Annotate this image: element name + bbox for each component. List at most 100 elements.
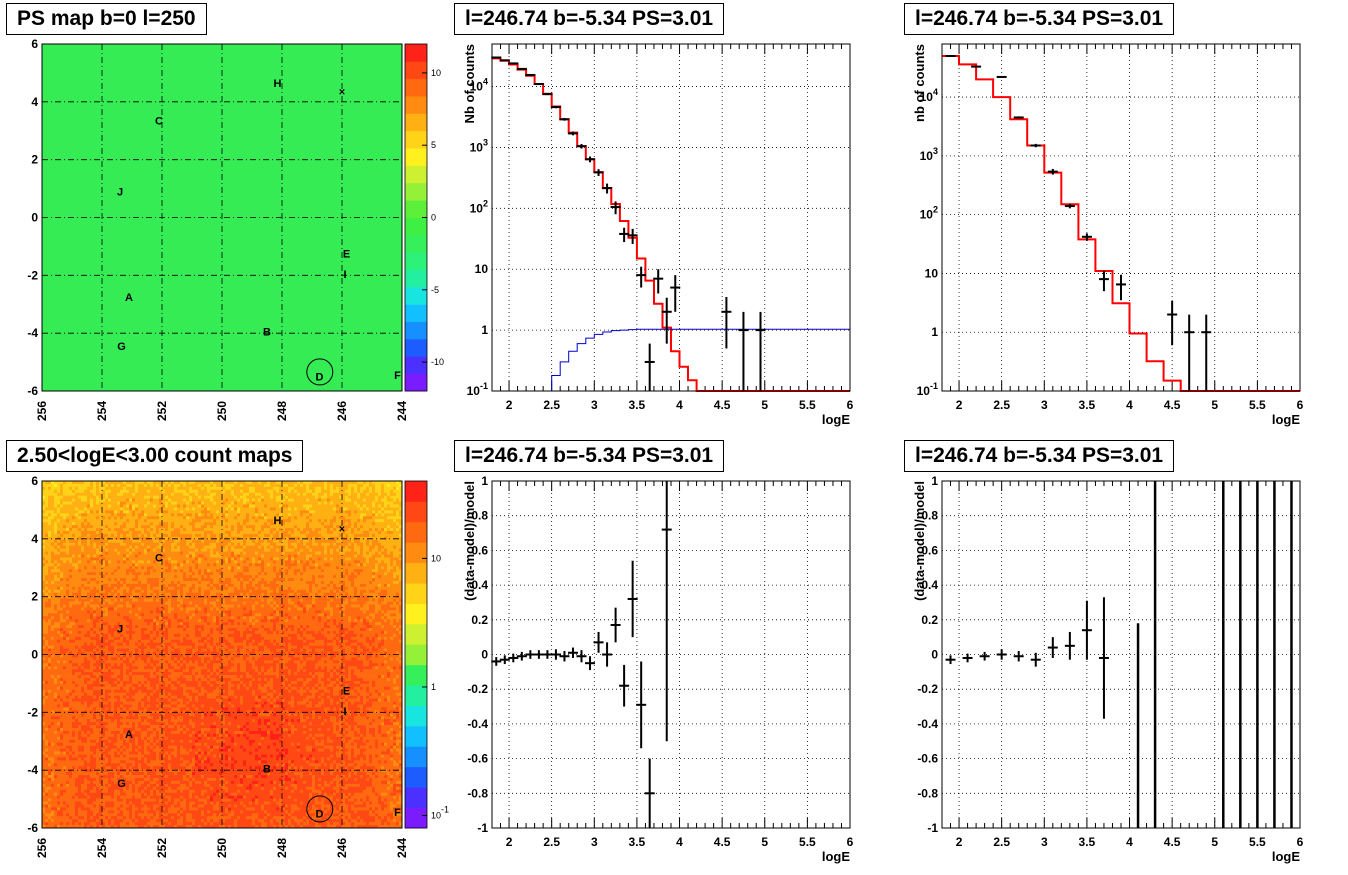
heatmap-cell [42,498,46,502]
heatmap-cell [168,566,172,570]
heatmap-cell [156,516,160,520]
heatmap-cell [243,575,247,579]
heatmap-cell [120,569,124,573]
heatmap-cell [375,551,379,555]
heatmap-cell [183,539,187,544]
heatmap-cell [306,504,310,508]
heatmap-cell [255,557,259,561]
heatmap-cell [168,513,172,517]
heatmap-cell [252,557,256,561]
heatmap-cell [342,572,346,576]
heatmap-cell [345,548,349,552]
heatmap-cell [150,492,154,497]
heatmap-cell [225,528,229,532]
heatmap-cell [345,554,349,558]
heatmap-cell [384,566,388,570]
heatmap-cell [297,542,301,547]
heatmap-cell [285,528,289,532]
heatmap-cell [84,525,88,529]
heatmap-cell [126,545,130,549]
heatmap-cell [369,569,373,573]
heatmap-cell [303,554,307,558]
heatmap-cell [78,531,82,535]
heatmap-cell [48,495,52,499]
heatmap-cell [351,551,355,555]
heatmap-cell [69,510,73,514]
heatmap-cell [141,569,145,573]
heatmap-cell [351,481,355,485]
heatmap-cell [150,522,154,526]
heatmap-cell [126,542,130,547]
heatmap-cell [51,542,55,547]
heatmap-cell [357,554,361,558]
heatmap-cell [114,539,118,544]
heatmap-cell [171,495,175,499]
heatmap-cell [165,519,169,523]
heatmap-cell [333,566,337,570]
heatmap-cell [270,566,274,570]
heatmap-cell [90,501,94,505]
heatmap-cell [96,528,100,532]
heatmap-cell [87,533,91,538]
heatmap-cell [219,533,223,538]
heatmap-cell [303,483,307,488]
heatmap-cell [150,542,154,547]
heatmap-cell [393,563,397,567]
heatmap-cell [66,501,70,505]
heatmap-cell [120,548,124,552]
heatmap-cell [276,542,280,547]
heatmap-cell [243,528,247,532]
heatmap-cell [51,481,55,485]
heatmap-cell [381,486,385,491]
heatmap-cell [270,531,274,535]
heatmap-cell [75,501,79,505]
heatmap-cell [273,539,277,544]
heatmap-cell [186,566,190,570]
heatmap-cell [276,554,280,558]
heatmap-cell [189,522,193,526]
heatmap-cell [126,563,130,567]
heatmap-cell [261,498,265,502]
heatmap-cell [363,557,367,561]
heatmap-cell [345,492,349,497]
heatmap-cell [366,516,370,520]
heatmap-cell [216,563,220,567]
heatmap-cell [150,569,154,573]
heatmap-cell [381,572,385,576]
heatmap-cell [147,533,151,538]
heatmap-cell [324,539,328,544]
heatmap-cell [222,560,226,564]
heatmap-cell [339,516,343,520]
heatmap-cell [216,495,220,499]
heatmap-cell [111,542,115,547]
heatmap-cell [363,560,367,564]
heatmap-cell [207,483,211,488]
heatmap-cell [390,536,394,541]
heatmap-cell [48,528,52,532]
heatmap-cell [207,578,211,582]
heatmap-cell [231,531,235,535]
heatmap-cell [312,551,316,555]
heatmap-cell [174,486,178,491]
heatmap-cell [81,542,85,547]
heatmap-cell [111,560,115,564]
heatmap-cell [90,504,94,508]
heatmap-cell [318,498,322,502]
heatmap-cell [267,557,271,561]
heatmap-cell [192,539,196,544]
heatmap-cell [381,539,385,544]
heatmap-cell [156,563,160,567]
heatmap-cell [315,483,319,488]
heatmap-cell [69,525,73,529]
heatmap-cell [252,519,256,523]
heatmap-cell [120,575,124,579]
heatmap-cell [219,566,223,570]
heatmap-cell [348,531,352,535]
heatmap-cell [204,498,208,502]
heatmap-cell [339,557,343,561]
heatmap-cell [42,566,46,570]
heatmap-cell [120,545,124,549]
heatmap-cell [345,575,349,579]
heatmap-cell [72,566,76,570]
heatmap-cell [174,507,178,511]
